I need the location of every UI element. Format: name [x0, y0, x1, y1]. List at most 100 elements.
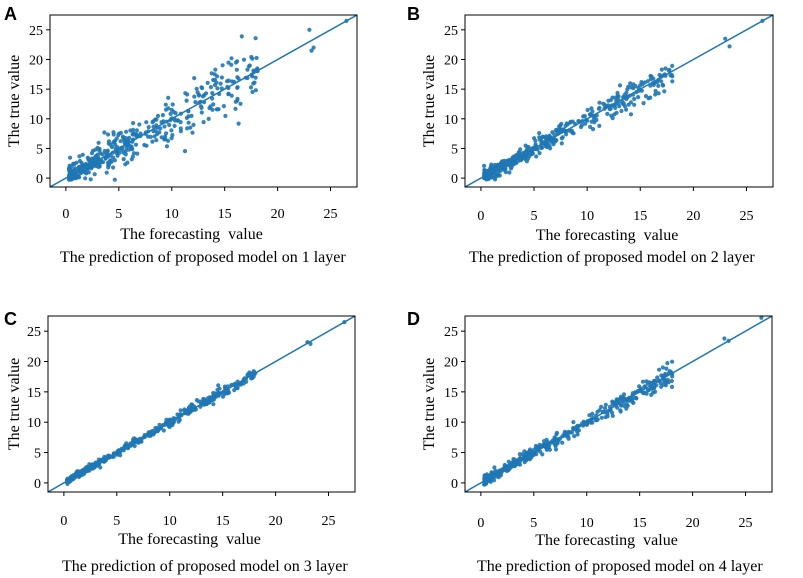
y-tick-label: 15 — [444, 386, 458, 401]
data-point — [518, 147, 523, 152]
data-point — [502, 158, 507, 163]
data-point — [594, 418, 599, 423]
x-axis-label: The forecasting value — [118, 531, 261, 548]
y-tick-label: 10 — [444, 113, 458, 128]
data-point — [653, 88, 658, 94]
data-point — [245, 67, 250, 72]
data-point — [86, 157, 91, 162]
data-point — [253, 36, 258, 41]
data-point — [655, 375, 660, 380]
data-point — [659, 67, 664, 72]
y-tick-label: 25 — [444, 325, 458, 340]
data-point — [550, 130, 555, 135]
data-point — [67, 176, 72, 182]
y-tick-label: 10 — [29, 113, 43, 128]
data-point — [621, 101, 626, 106]
data-point — [196, 399, 201, 404]
x-tick-label: 5 — [113, 514, 120, 529]
data-point — [759, 316, 764, 320]
data-point — [114, 136, 119, 141]
scatter-chart-d: D 0 5 10 15 20 25 0 5 10 15 20 25 The forecasting val… — [407, 309, 773, 575]
data-point — [129, 157, 134, 162]
data-point — [569, 128, 574, 133]
data-point — [668, 73, 673, 78]
data-point — [167, 122, 172, 128]
data-point — [200, 86, 205, 91]
data-point — [219, 75, 224, 80]
y-tick-label: 15 — [444, 83, 458, 98]
data-point — [83, 176, 88, 181]
data-point — [171, 109, 176, 114]
data-point — [575, 429, 580, 434]
data-point — [503, 170, 508, 175]
data-point — [160, 113, 165, 118]
data-point — [533, 138, 538, 143]
data-point — [660, 83, 666, 88]
data-point — [205, 80, 210, 85]
scatter-points — [67, 18, 349, 182]
data-point — [85, 167, 90, 172]
x-tick-label: 5 — [530, 516, 537, 531]
panel-letter: D — [407, 309, 420, 329]
x-axis-label: The forecasting value — [535, 532, 678, 549]
data-point — [118, 139, 123, 144]
data-point — [533, 443, 538, 449]
x-tick-label: 15 — [633, 516, 647, 531]
data-point — [649, 392, 654, 397]
data-point — [187, 405, 192, 410]
data-point — [638, 386, 643, 391]
data-point — [157, 422, 162, 427]
data-point — [631, 400, 636, 405]
data-point — [109, 144, 114, 150]
data-point — [194, 86, 199, 91]
data-point — [553, 447, 559, 452]
data-point — [131, 121, 136, 126]
data-point — [155, 113, 161, 118]
data-point — [628, 81, 633, 86]
data-point — [607, 107, 612, 112]
data-point — [235, 96, 240, 101]
y-axis-label: The true value — [6, 358, 23, 450]
data-point — [571, 420, 576, 425]
data-point — [236, 76, 241, 81]
y-tick-label: 0 — [451, 477, 458, 492]
data-point — [624, 406, 629, 411]
data-point — [603, 415, 608, 420]
data-point — [126, 143, 131, 148]
x-tick-label: 10 — [165, 207, 179, 222]
data-point — [603, 402, 608, 407]
data-point — [92, 172, 97, 177]
data-point — [578, 124, 584, 130]
data-point — [204, 401, 209, 407]
y-tick-label: 15 — [27, 386, 41, 401]
data-point — [170, 422, 175, 428]
x-tick-label: 5 — [115, 207, 122, 222]
data-point — [602, 406, 608, 411]
data-point — [251, 374, 256, 379]
data-point — [191, 122, 196, 127]
data-point — [656, 91, 661, 96]
x-tick-label: 10 — [580, 516, 594, 531]
data-point — [229, 62, 234, 67]
data-point — [590, 109, 595, 114]
data-point — [628, 112, 634, 117]
data-point — [597, 100, 602, 105]
panel-letter: A — [4, 4, 17, 24]
data-point — [214, 107, 219, 112]
data-point — [554, 138, 559, 143]
data-point — [100, 160, 106, 165]
scatter-chart-b: B 0 5 10 15 20 25 0 5 10 15 20 25 The forecasting val… — [407, 4, 774, 266]
data-point — [131, 127, 136, 132]
data-point — [540, 145, 545, 150]
data-point — [664, 366, 669, 371]
data-point — [152, 134, 157, 139]
data-point — [192, 76, 197, 81]
x-tick-label: 20 — [686, 209, 700, 224]
data-point — [622, 92, 627, 97]
data-point — [615, 405, 620, 410]
data-point — [184, 98, 189, 103]
data-point — [498, 473, 503, 478]
data-point — [537, 131, 542, 136]
data-point — [248, 85, 254, 90]
data-point — [251, 81, 256, 86]
